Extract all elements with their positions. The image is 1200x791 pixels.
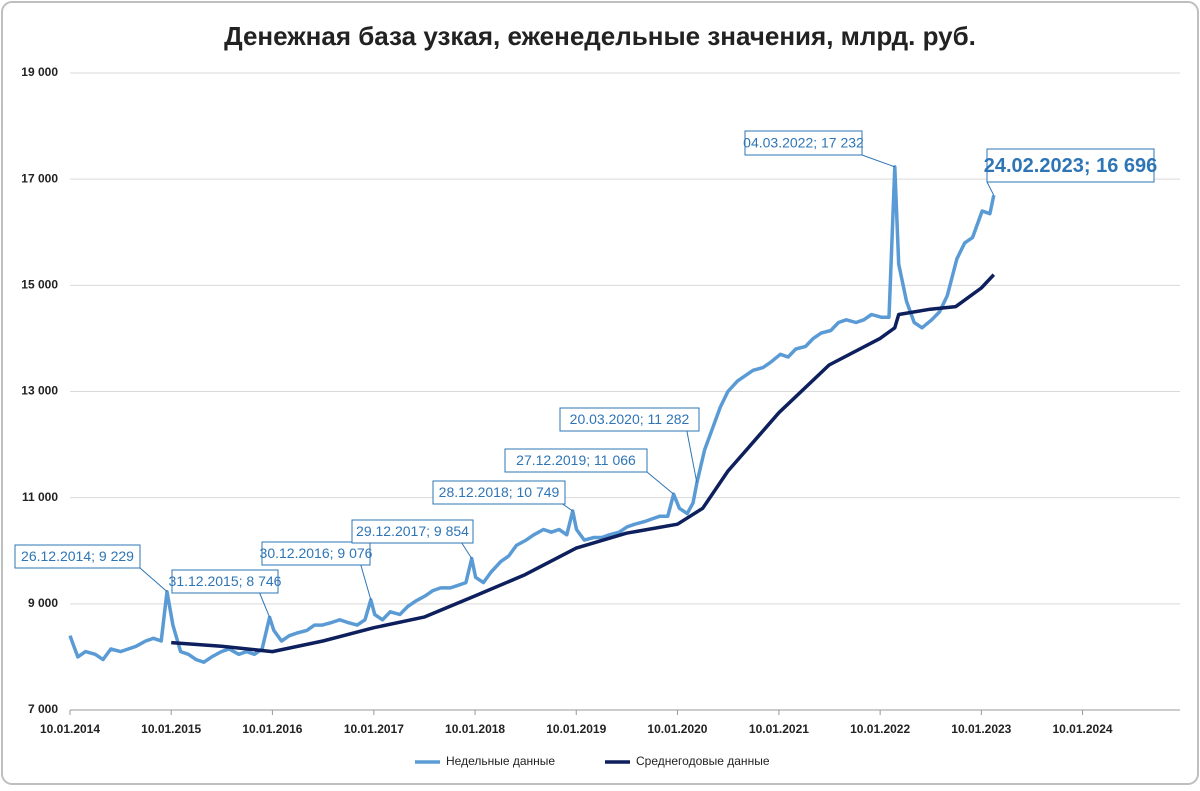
callout-line <box>562 503 573 512</box>
annotation-box <box>432 480 566 505</box>
annotation-box <box>744 130 863 156</box>
y-tick-label: 7 000 <box>28 702 58 716</box>
legend-label: Недельные данные <box>446 754 555 768</box>
x-tick-label: 10.01.2014 <box>40 722 100 736</box>
x-tick-label: 10.01.2017 <box>344 722 404 736</box>
series-line <box>171 273 996 654</box>
annotation-label: 29.12.2017; 9 854 <box>356 523 469 539</box>
annotation-label: 24.02.2023; 16 696 <box>984 155 1158 177</box>
x-tick-label: 10.01.2019 <box>546 722 606 736</box>
series-line <box>68 165 996 664</box>
x-tick-label: 10.01.2018 <box>445 722 505 736</box>
callout-line <box>259 592 271 618</box>
annotation-label: 30.12.2016; 9 076 <box>260 545 373 561</box>
callout-line <box>861 154 895 168</box>
annotation-box <box>171 569 279 594</box>
callout-line <box>360 564 372 600</box>
annotation-box <box>351 519 474 544</box>
annotation-box <box>14 544 141 569</box>
callout-line <box>686 430 698 483</box>
y-tick-label: 17 000 <box>21 171 58 185</box>
x-tick-label: 10.01.2021 <box>749 722 809 736</box>
annotation-label: 04.03.2022; 17 232 <box>743 135 864 151</box>
annotation-label: 28.12.2018; 10 749 <box>439 484 560 500</box>
y-tick-label: 13 000 <box>21 384 58 398</box>
chart-title: Денежная база узкая, еженедельные значен… <box>224 21 976 51</box>
x-tick-label: 10.01.2023 <box>951 722 1011 736</box>
x-tick-label: 10.01.2024 <box>1052 722 1112 736</box>
callout-line <box>461 542 473 559</box>
callout-line <box>646 471 674 495</box>
x-tick-label: 10.01.2015 <box>141 722 201 736</box>
x-tick-label: 10.01.2016 <box>242 722 302 736</box>
y-tick-label: 11 000 <box>22 490 58 504</box>
callout-line <box>139 567 168 593</box>
legend-label: Среднегодовые данные <box>636 754 770 768</box>
annotation-label: 20.03.2020; 11 282 <box>570 411 690 427</box>
x-tick-label: 10.01.2022 <box>850 722 910 736</box>
annotation-label: 31.12.2015; 8 746 <box>169 573 282 589</box>
annotation-box <box>261 541 371 566</box>
annotation-box <box>504 448 648 473</box>
y-tick-label: 15 000 <box>21 278 58 292</box>
y-tick-label: 9 000 <box>28 596 58 610</box>
annotation-label: 26.12.2014; 9 229 <box>21 548 134 564</box>
annotation-box <box>559 407 700 432</box>
y-tick-label: 19 000 <box>21 65 58 79</box>
callout-line <box>986 181 995 196</box>
x-tick-label: 10.01.2020 <box>647 722 707 736</box>
annotation-label: 27.12.2019; 11 066 <box>516 452 636 468</box>
annotation-box <box>986 148 1155 183</box>
